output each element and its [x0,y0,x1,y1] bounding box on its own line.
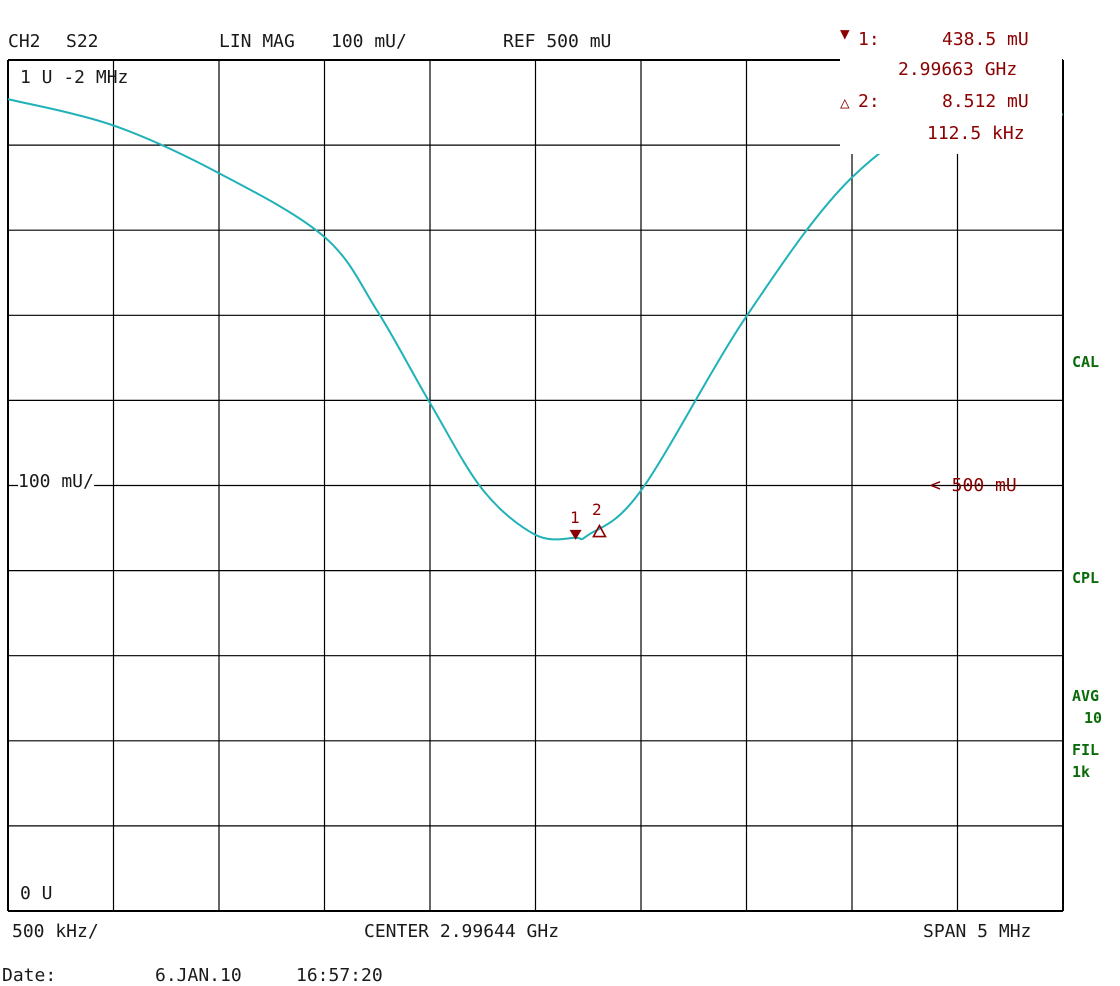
scale-label: 100 mU/ [331,31,407,52]
avg-status: AVG [1072,687,1100,705]
parameter-label: S22 [66,31,99,52]
reference-label: REF 500 mU [503,31,612,52]
marker-1-point [569,529,582,540]
marker-2-delta-icon: △ [840,93,850,112]
marker-2-point [592,523,607,538]
cpl-status: CPL [1072,569,1100,587]
time-value: 16:57:20 [296,965,383,986]
cal-status: CAL [1072,353,1100,371]
fil-bandwidth: 1k [1072,763,1091,781]
marker-1-label: 1: [858,29,880,50]
span-label: SPAN 5 MHz [923,921,1032,942]
x-per-division: 500 kHz/ [12,921,99,942]
marker-2-value: 8.512 mU [942,91,1029,112]
marker-1-frequency: 2.99663 GHz [898,59,1018,80]
date-label: Date: [2,965,57,986]
channel-label: CH2 [8,31,41,52]
center-frequency: CENTER 2.99644 GHz [364,921,560,942]
format-label: LIN MAG [219,31,295,52]
marker-layer [569,523,607,540]
marker-1-icon: ▼ [840,24,850,43]
reference-position-label: < 500 mU [930,475,1017,496]
bottom-zero-label: 0 U [20,883,53,904]
marker-2-tag: 2 [592,500,602,519]
marker-1-value: 438.5 mU [942,29,1029,50]
avg-count: 10 [1084,709,1103,727]
trace-line [7,98,1064,541]
fil-status: FIL [1072,741,1100,759]
scale-mid-label: 100 mU/ [18,471,94,492]
top-left-annotation: 1 U -2 MHz [20,67,129,88]
marker-2-frequency: 112.5 kHz [927,123,1025,144]
plot-grid [7,59,1064,912]
date-value: 6.JAN.10 [155,965,242,986]
marker-2-label: 2: [858,91,880,112]
marker-readout [840,24,1062,154]
marker-1-tag: 1 [570,508,580,527]
trace-layer [7,98,1064,541]
